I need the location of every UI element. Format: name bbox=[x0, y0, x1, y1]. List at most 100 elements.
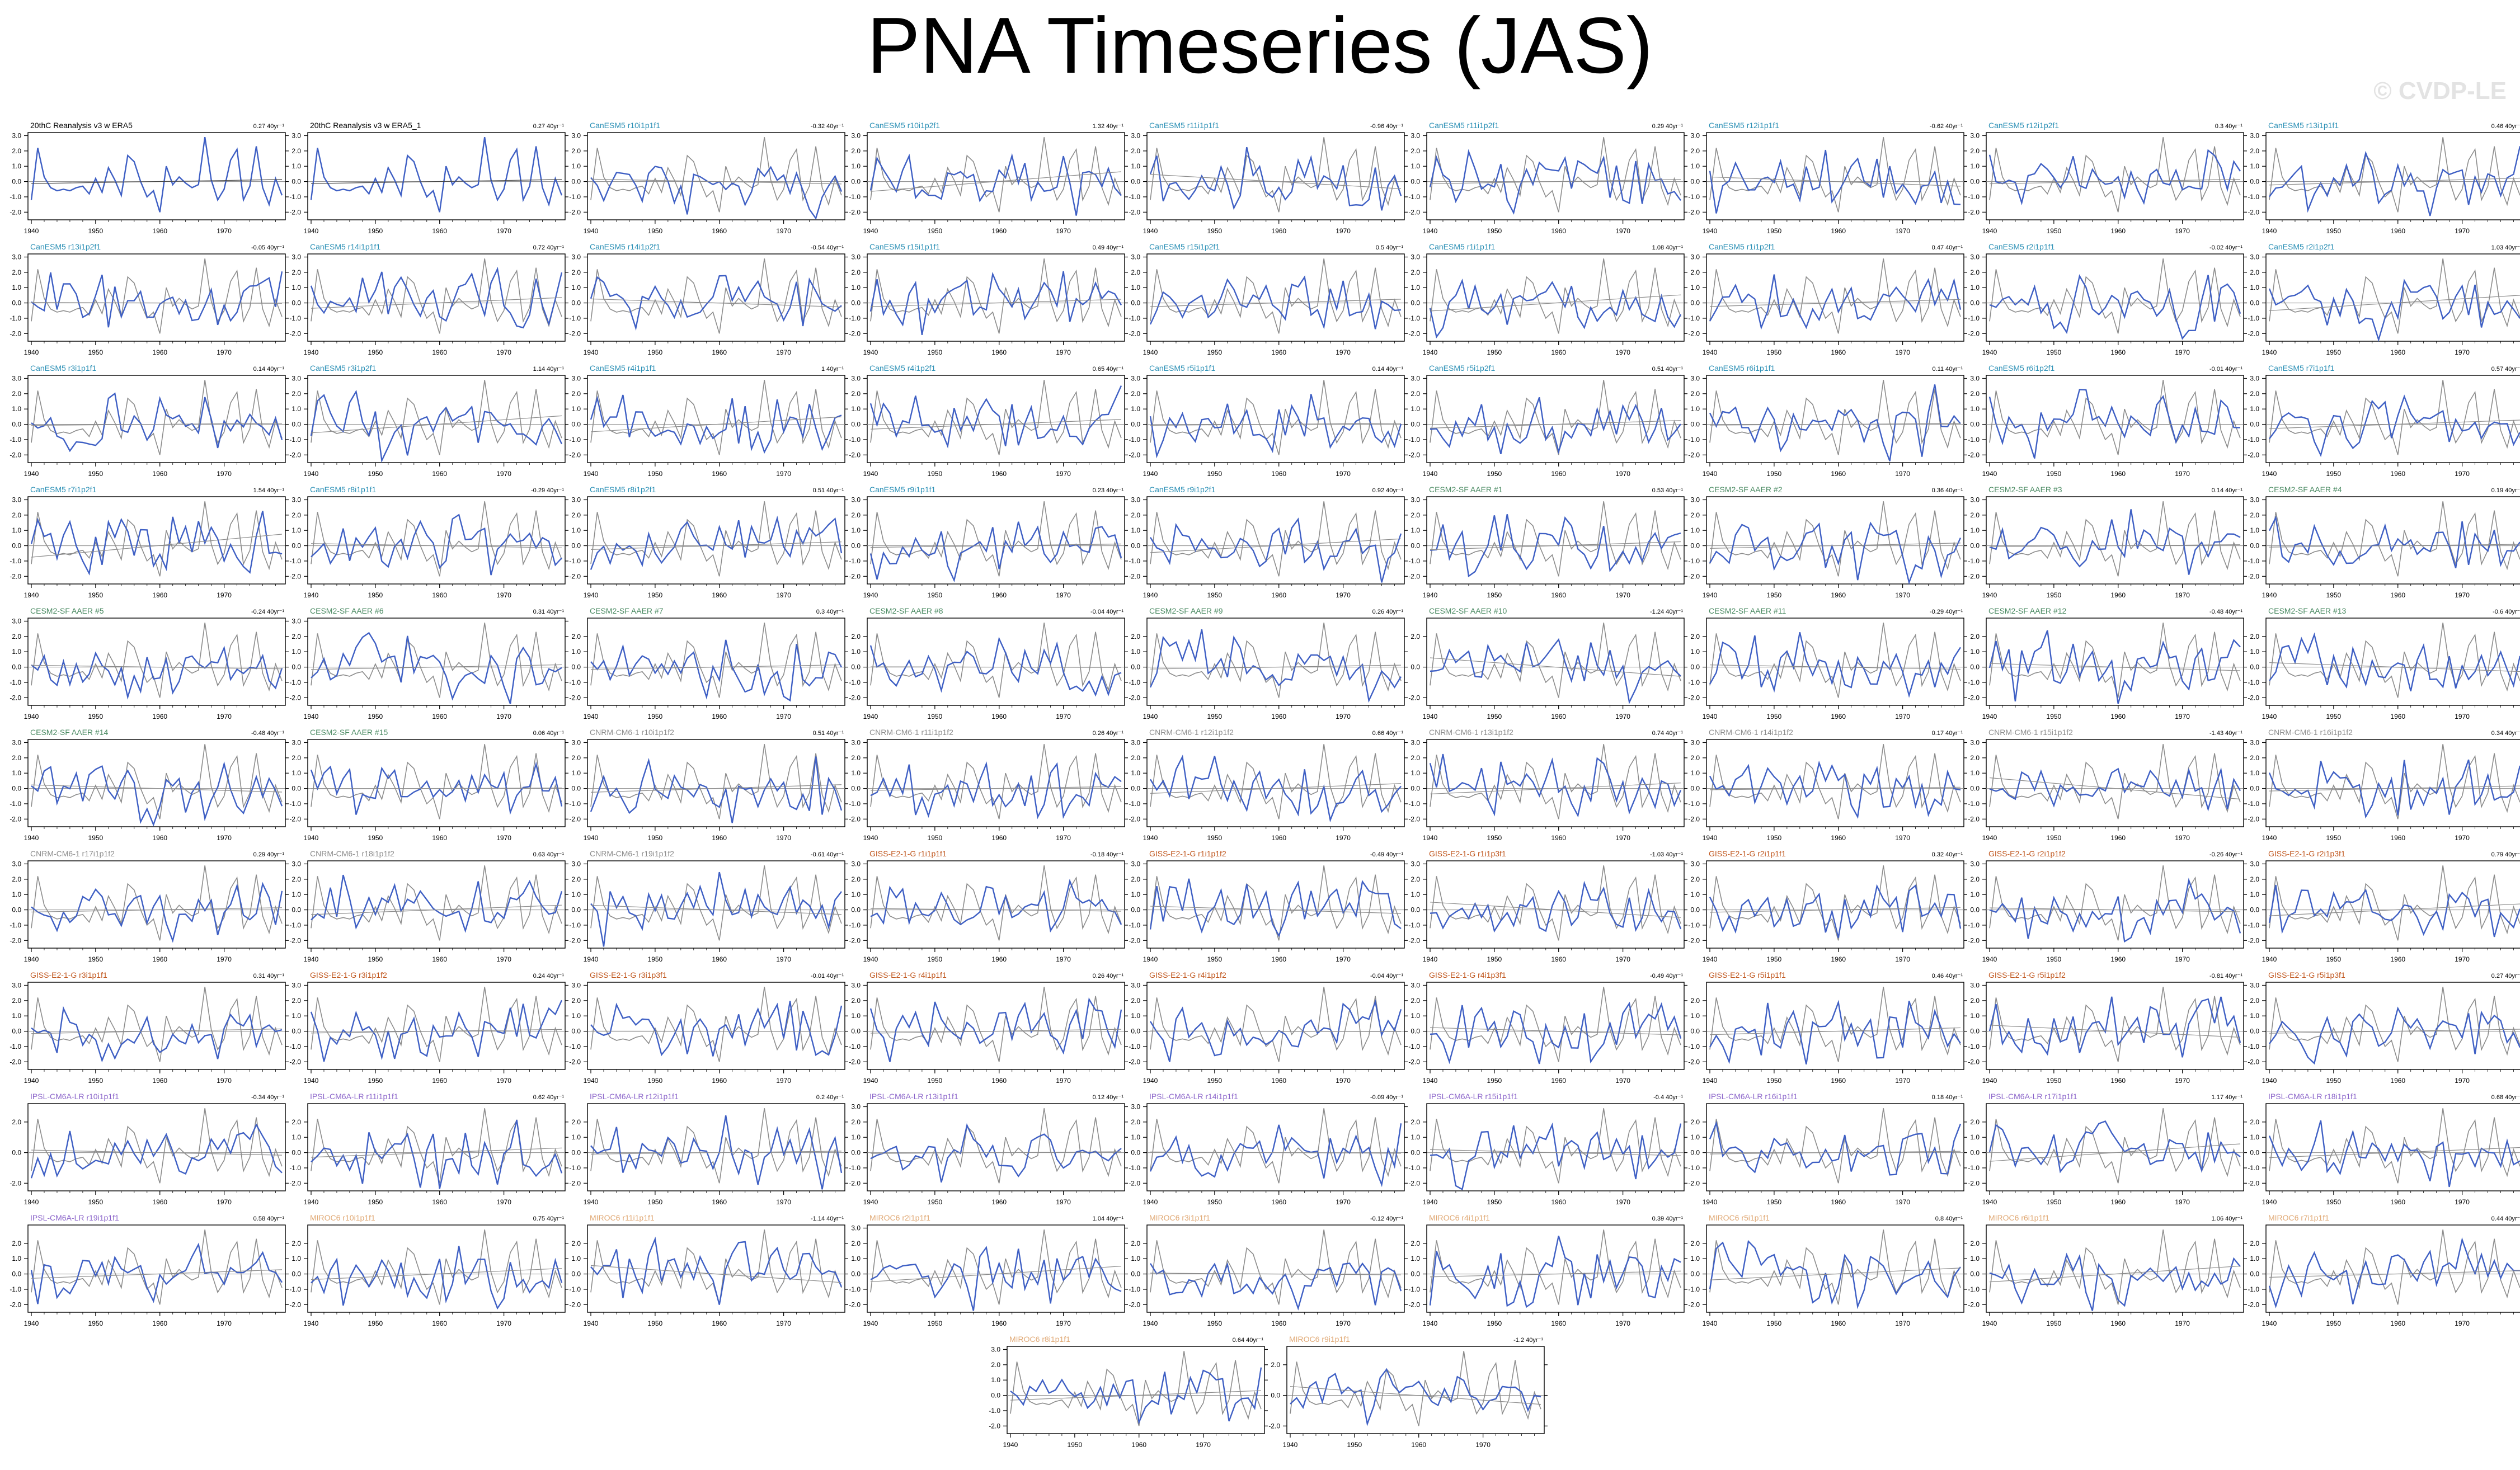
y-tick-label: -2.0 bbox=[1968, 572, 1980, 580]
trend-line bbox=[1290, 1386, 1541, 1405]
x-tick-label: 1960 bbox=[991, 470, 1007, 478]
y-tick-label: 1.0 bbox=[1131, 162, 1140, 170]
panel-title: CanESM5 r3i1p2f1 bbox=[310, 364, 377, 373]
member-series-line bbox=[2268, 515, 2520, 569]
member-series-line bbox=[310, 761, 563, 815]
reference-series-line bbox=[31, 501, 283, 577]
panel-frame bbox=[1286, 1346, 1545, 1434]
y-tick-label: -2.0 bbox=[2248, 1301, 2259, 1308]
member-series-line bbox=[590, 275, 842, 331]
x-tick-label: 1960 bbox=[432, 713, 447, 720]
reference-series-line bbox=[311, 744, 562, 819]
panel-trend: 0.23 40yr⁻¹ bbox=[1093, 487, 1124, 494]
x-tick-label: 1970 bbox=[2455, 470, 2470, 478]
x-tick-label: 1950 bbox=[1207, 348, 1223, 356]
reference-series-line bbox=[1150, 1229, 1402, 1305]
reference-series-line bbox=[1150, 623, 1402, 698]
x-tick-label: 1960 bbox=[2110, 713, 2126, 720]
x-tick-label: 1970 bbox=[1336, 470, 1351, 478]
panel-frame bbox=[1146, 1224, 1405, 1313]
panel-trend: -1.03 40yr⁻¹ bbox=[1650, 851, 1683, 858]
y-tick-label: -1.0 bbox=[1688, 314, 1700, 322]
y-tick-label: 3.0 bbox=[1131, 981, 1140, 989]
chart-panel: CanESM5 r2i1p2f1 1.03 40yr⁻¹3.02.01.00.0-… bbox=[2248, 242, 2520, 356]
reference-series-line bbox=[311, 258, 562, 334]
x-tick-label: 1970 bbox=[1615, 591, 1630, 599]
trend-line bbox=[1989, 777, 2241, 800]
y-tick-label: 0.0 bbox=[851, 663, 861, 671]
panel-title: CanESM5 r11i1p1f1 bbox=[1149, 121, 1219, 130]
x-tick-label: 1960 bbox=[2390, 1077, 2405, 1085]
member-series-line bbox=[1430, 1001, 1682, 1064]
x-tick-label: 1970 bbox=[776, 227, 791, 235]
y-tick-label: 1.0 bbox=[571, 648, 581, 656]
y-tick-label: 0.0 bbox=[1970, 421, 1980, 428]
member-series-line bbox=[1709, 1120, 1962, 1176]
y-tick-label: 0.0 bbox=[851, 906, 861, 914]
y-tick-label: 0.0 bbox=[2250, 906, 2259, 914]
panel-frame bbox=[1986, 375, 2244, 463]
y-tick-label: 2.0 bbox=[292, 633, 301, 640]
x-tick-label: 1950 bbox=[2047, 1077, 2062, 1085]
y-tick-label: 3.0 bbox=[2250, 738, 2259, 746]
x-tick-label: 1940 bbox=[1143, 227, 1158, 235]
y-tick-label: -1.0 bbox=[1968, 1285, 1980, 1293]
trend-line bbox=[1989, 1025, 2241, 1038]
reference-series-line bbox=[1430, 258, 1681, 334]
y-tick-label: 0.0 bbox=[292, 178, 301, 186]
x-tick-label: 1960 bbox=[712, 955, 727, 963]
chart-panel: CESM2-SF AAER #14 -0.48 40yr⁻¹3.02.01.00.… bbox=[10, 728, 289, 842]
y-tick-label: 2.0 bbox=[292, 1118, 301, 1126]
panel-title: CNRM-CM6-1 r12i1p1f2 bbox=[1149, 728, 1234, 737]
y-tick-label: 0.0 bbox=[1970, 906, 1980, 914]
panel-title: IPSL-CM6A-LR r10i1p1f1 bbox=[30, 1092, 119, 1101]
y-tick-label: -2.0 bbox=[2248, 1058, 2259, 1066]
x-tick-label: 1960 bbox=[712, 591, 727, 599]
panel-title: CanESM5 r9i1p1f1 bbox=[869, 485, 936, 494]
trend-line bbox=[311, 543, 562, 549]
panel-frame bbox=[587, 496, 845, 585]
reference-series-line bbox=[590, 501, 842, 577]
panel-title: MIROC6 r9i1p1f1 bbox=[1289, 1335, 1350, 1344]
y-tick-label: -2.0 bbox=[1968, 694, 1980, 701]
panel-title: IPSL-CM6A-LR r16i1p1f1 bbox=[1709, 1092, 1798, 1101]
panel-trend: 0.3 40yr⁻¹ bbox=[816, 609, 844, 615]
chart-panel: GISS-E2-1-G r3i1p1f1 0.31 40yr⁻¹3.02.01.0… bbox=[10, 970, 289, 1085]
trend-line bbox=[1430, 657, 1681, 677]
panel-title: CanESM5 r7i1p1f1 bbox=[2268, 364, 2335, 373]
y-tick-label: 3.0 bbox=[1131, 496, 1140, 503]
member-series-line bbox=[1149, 999, 1402, 1062]
y-tick-label: 1.0 bbox=[1411, 405, 1420, 413]
y-tick-label: -2.0 bbox=[1408, 815, 1420, 823]
panel-trend: 1 40yr⁻¹ bbox=[821, 366, 844, 373]
y-tick-label: 3.0 bbox=[571, 738, 581, 746]
panel-frame bbox=[587, 982, 845, 1070]
x-tick-label: 1960 bbox=[2110, 1198, 2126, 1206]
x-tick-label: 1950 bbox=[648, 348, 663, 356]
y-tick-label: -1.0 bbox=[569, 679, 581, 686]
y-tick-label: 0.0 bbox=[1131, 421, 1140, 428]
y-tick-label: -2.0 bbox=[1408, 208, 1420, 216]
panel-trend: -0.48 40yr⁻¹ bbox=[251, 730, 284, 737]
y-tick-label: 0.0 bbox=[12, 1270, 21, 1278]
x-tick-label: 1940 bbox=[24, 470, 39, 478]
y-tick-label: 0.0 bbox=[292, 421, 301, 428]
y-tick-label: 1.0 bbox=[1970, 891, 1980, 898]
y-tick-label: 1.0 bbox=[2250, 526, 2259, 534]
x-tick-label: 1950 bbox=[88, 470, 104, 478]
reference-series-line bbox=[870, 1229, 1122, 1305]
x-tick-label: 1960 bbox=[991, 1077, 1007, 1085]
y-tick-label: -2.0 bbox=[849, 1058, 861, 1066]
trend-line bbox=[590, 904, 842, 915]
y-tick-label: 2.0 bbox=[2250, 875, 2259, 883]
trend-line bbox=[870, 299, 1122, 307]
trend-line bbox=[1709, 665, 1961, 670]
panel-frame bbox=[307, 132, 566, 220]
x-tick-label: 1970 bbox=[1895, 591, 1910, 599]
member-series-line bbox=[2268, 1237, 2520, 1309]
y-tick-label: -1.0 bbox=[1129, 1164, 1140, 1172]
y-tick-label: 0.0 bbox=[12, 1149, 21, 1157]
y-tick-label: -2.0 bbox=[849, 329, 861, 337]
y-tick-label: -2.0 bbox=[2248, 451, 2259, 459]
y-tick-label: 3.0 bbox=[292, 860, 301, 868]
